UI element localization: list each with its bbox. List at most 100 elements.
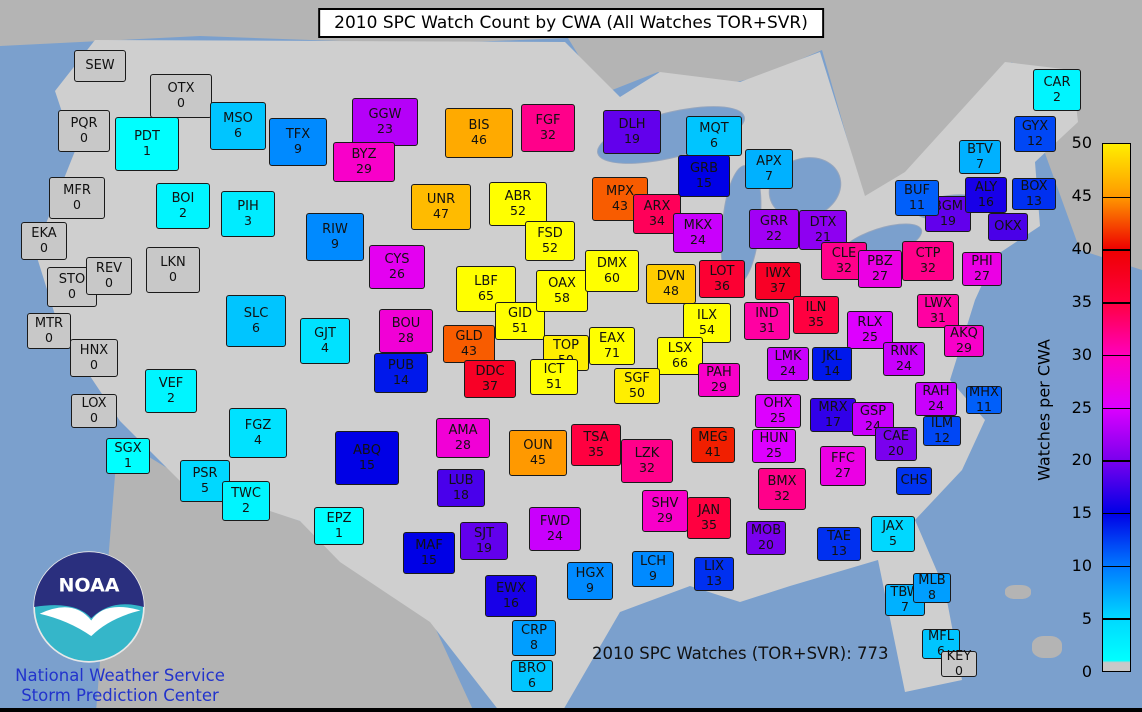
cwa-value: 0 — [105, 275, 113, 290]
cwa-region-sgx: SGX 1 — [106, 438, 150, 474]
cwa-region-abq: ABQ 15 — [335, 431, 399, 485]
cwa-code: IWX — [765, 266, 791, 281]
colorbar-segment-line — [1103, 249, 1130, 251]
cwa-value: 6 — [528, 675, 536, 690]
cwa-region-bro: BRO 6 — [511, 660, 553, 692]
cwa-value: 13 — [1026, 193, 1042, 208]
cwa-region-ind: IND 31 — [744, 302, 790, 340]
cwa-code: RNK — [890, 344, 918, 359]
cwa-value: 9 — [586, 580, 594, 595]
cwa-code: GRB — [689, 161, 719, 176]
cwa-code: MAF — [415, 538, 443, 553]
cwa-code: EAX — [598, 331, 625, 346]
cwa-value: 1 — [143, 143, 151, 158]
cwa-code: DMX — [596, 256, 628, 271]
cwa-value: 15 — [421, 552, 437, 567]
cwa-region-jax: JAX 5 — [871, 516, 915, 552]
cwa-region-chs: CHS — [896, 467, 932, 495]
cwa-region-hgx: HGX 9 — [567, 562, 613, 600]
cwa-code: PIH — [237, 199, 259, 214]
cwa-value: 14 — [393, 372, 409, 387]
cwa-region-pah: PAH 29 — [698, 363, 740, 397]
cwa-region-hnx: HNX 0 — [70, 339, 118, 377]
cwa-value: 25 — [770, 410, 786, 425]
cwa-code: MQT — [699, 121, 729, 136]
cwa-value: 1 — [335, 525, 343, 540]
cwa-region-tsa: TSA 35 — [571, 424, 621, 466]
cwa-value: 66 — [672, 355, 688, 370]
cwa-region-key: KEY 0 — [941, 650, 977, 678]
cwa-region-shv: SHV 29 — [642, 490, 688, 532]
colorbar-segment-line — [1103, 354, 1130, 357]
cwa-code: CTP — [915, 246, 941, 261]
cwa-value: 32 — [920, 260, 936, 275]
cwa-value: 20 — [888, 443, 904, 458]
cwa-value: 58 — [554, 290, 570, 305]
cwa-region-dvn: DVN 48 — [646, 264, 696, 304]
cwa-value: 43 — [612, 198, 628, 213]
cwa-code: OTX — [167, 81, 195, 96]
cwa-region-mlb: MLB 8 — [913, 573, 951, 603]
cwa-value: 28 — [455, 437, 471, 452]
cwa-region-pih: PIH 3 — [221, 191, 275, 237]
cwa-code: UNR — [426, 192, 456, 207]
cwa-region-lix: LIX 13 — [694, 557, 734, 591]
cwa-region-buf: BUF 11 — [895, 180, 939, 216]
bahamas-islands — [1005, 585, 1031, 599]
cwa-region-lsx: LSX 66 — [657, 337, 703, 375]
colorbar-tick-35: 35 — [1071, 291, 1092, 311]
cwa-code: PSR — [192, 466, 218, 481]
cwa-code: HGX — [575, 566, 605, 581]
cwa-value: 8 — [530, 637, 538, 652]
cwa-code: SJT — [473, 526, 495, 541]
cwa-region-mhx: MHX 11 — [966, 386, 1002, 414]
cwa-region-rah: RAH 24 — [915, 382, 957, 416]
cwa-value: 37 — [770, 280, 786, 295]
cwa-value: 29 — [956, 340, 972, 355]
cwa-code: CLE — [831, 246, 857, 261]
cwa-code: STO — [58, 272, 86, 287]
cwa-region-lkn: LKN 0 — [146, 247, 200, 293]
cwa-value: 5 — [889, 533, 897, 548]
agency-credit: National Weather Service Storm Predictio… — [2, 666, 238, 706]
cwa-value: 43 — [461, 343, 477, 358]
cwa-value: 0 — [169, 269, 177, 284]
cwa-code: PHI — [971, 254, 993, 269]
cwa-value: 2 — [1053, 89, 1061, 104]
cwa-value: 25 — [862, 329, 878, 344]
cwa-region-maf: MAF 15 — [403, 532, 455, 574]
cwa-code: EKA — [31, 226, 57, 241]
cwa-region-ddc: DDC 37 — [464, 360, 516, 398]
cwa-code: DVN — [656, 269, 686, 284]
cwa-code: JAX — [882, 519, 904, 534]
cwa-region-mob: MOB 20 — [746, 521, 786, 555]
cwa-value: 19 — [476, 540, 492, 555]
cwa-code: GJT — [314, 326, 336, 341]
cwa-code: MLB — [918, 573, 946, 588]
cwa-code: CAE — [882, 429, 910, 444]
cwa-code: OHX — [763, 396, 793, 411]
cwa-code: LBF — [474, 274, 498, 289]
cwa-code: MPX — [606, 184, 634, 199]
cwa-region-mrx: MRX 17 — [810, 398, 856, 432]
cwa-value: 24 — [690, 232, 706, 247]
cwa-value: 11 — [976, 399, 992, 414]
cwa-code: BRO — [517, 661, 547, 676]
cwa-code: MFR — [63, 183, 91, 198]
cwa-code: MSO — [223, 111, 253, 126]
cwa-region-mkx: MKX 24 — [673, 213, 723, 253]
cwa-code: MKX — [683, 218, 713, 233]
cwa-value: 52 — [510, 203, 526, 218]
cwa-value: 32 — [774, 488, 790, 503]
cwa-value: 12 — [1027, 133, 1043, 148]
cwa-region-mso: MSO 6 — [210, 102, 266, 150]
cwa-code: TFX — [285, 127, 311, 142]
cwa-value: 4 — [321, 340, 329, 355]
cwa-value: 12 — [934, 430, 950, 445]
cwa-region-phi: PHI 27 — [962, 252, 1002, 286]
cwa-region-ewx: EWX 16 — [485, 575, 537, 617]
cwa-code: HNX — [79, 343, 109, 358]
cwa-region-oax: OAX 58 — [536, 270, 588, 312]
cwa-code: LKN — [160, 255, 186, 270]
cwa-value: 29 — [356, 161, 372, 176]
